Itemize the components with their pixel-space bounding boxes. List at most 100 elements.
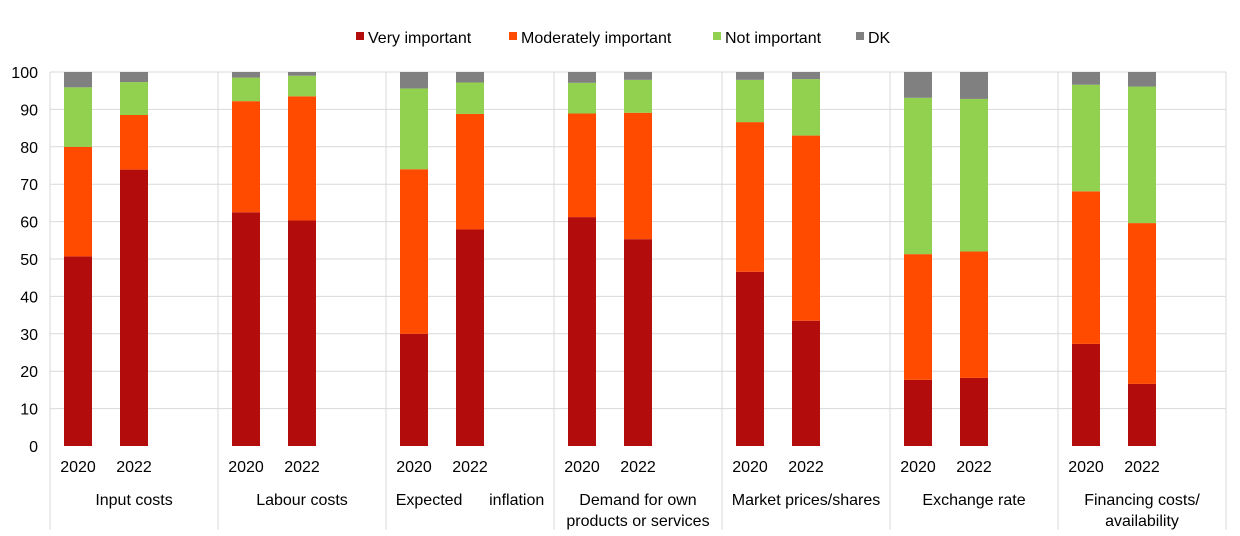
bar-segment-very-important [792, 320, 820, 446]
bar-segment-very-important [288, 220, 316, 446]
y-tick-label: 30 [20, 327, 38, 344]
bar-segment-very-important [736, 271, 764, 446]
bar-segment-very-important [456, 229, 484, 446]
bar-segment-dk [960, 72, 988, 99]
bar-segment-not-important [568, 82, 596, 114]
bar-segment-very-important [1072, 343, 1100, 446]
bar-segment-dk [456, 72, 484, 83]
bar-segment-very-important [960, 377, 988, 446]
bar-segment-moderately-important [64, 146, 92, 257]
bar-segment-not-important [232, 77, 260, 102]
bars [64, 72, 1156, 446]
bar-segment-not-important [736, 79, 764, 123]
x-year-label: 2022 [620, 459, 656, 476]
bar-segment-very-important [64, 256, 92, 446]
legend-label: Moderately important [521, 30, 672, 47]
x-year-label: 2020 [228, 459, 264, 476]
bar-segment-moderately-important [120, 115, 148, 170]
legend-swatch [509, 32, 517, 40]
x-year-label: 2020 [900, 459, 936, 476]
x-category-label: Input costs [95, 492, 172, 509]
x-year-label: 2020 [396, 459, 432, 476]
bar-segment-very-important [232, 212, 260, 446]
bar-segment-not-important [960, 98, 988, 252]
x-year-label: 2022 [1124, 459, 1160, 476]
bar-segment-dk [624, 72, 652, 80]
bar-segment-dk [792, 72, 820, 80]
bar-segment-not-important [792, 79, 820, 136]
x-year-label: 2022 [116, 459, 152, 476]
y-tick-label: 0 [29, 439, 38, 456]
legend-swatch [356, 32, 364, 40]
x-category-label: Exchange rate [922, 492, 1025, 509]
bar-segment-dk [232, 72, 260, 78]
bar-segment-not-important [1128, 86, 1156, 224]
x-axis-labels: 2020 2022 Input costs 2020 2022 Labour costs 2… [60, 459, 1200, 530]
y-tick-label: 10 [20, 402, 38, 419]
bar-segment-dk [568, 72, 596, 83]
bar-segment-very-important [568, 217, 596, 446]
bar-segment-very-important [400, 333, 428, 446]
bar-segment-not-important [904, 97, 932, 255]
bar-segment-moderately-important [568, 113, 596, 218]
bar-segment-dk [400, 72, 428, 89]
x-year-label: 2022 [956, 459, 992, 476]
legend-label: Very important [368, 30, 472, 47]
legend-label: Not important [725, 30, 822, 47]
bar-segment-not-important [64, 87, 92, 147]
bar-segment-dk [736, 72, 764, 80]
legend-swatch [856, 32, 864, 40]
x-year-label: 2022 [788, 459, 824, 476]
legend-swatch [713, 32, 721, 40]
bar-segment-dk [904, 72, 932, 98]
bar-segment-not-important [288, 75, 316, 97]
bar-segment-moderately-important [232, 101, 260, 213]
bar-segment-moderately-important [736, 122, 764, 272]
bar-segment-not-important [1072, 84, 1100, 192]
x-year-label: 2020 [60, 459, 96, 476]
legend-label: DK [868, 30, 891, 47]
x-year-label: 2020 [732, 459, 768, 476]
bar-segment-very-important [904, 379, 932, 446]
bar-segment-moderately-important [624, 112, 652, 240]
x-year-label: 2020 [564, 459, 600, 476]
bar-segment-dk [288, 72, 316, 76]
bar-segment-dk [1072, 72, 1100, 85]
bar-segment-moderately-important [400, 169, 428, 334]
bar-segment-moderately-important [904, 254, 932, 380]
bar-segment-moderately-important [1072, 191, 1100, 344]
y-tick-label: 20 [20, 364, 38, 381]
x-year-label: 2020 [1068, 459, 1104, 476]
x-category-label: Financing costs/ [1084, 492, 1200, 509]
bar-segment-moderately-important [960, 251, 988, 378]
legend: Very important Moderately important Not im… [356, 30, 891, 47]
x-category-label: Demand for own [579, 492, 696, 509]
bar-segment-moderately-important [456, 113, 484, 230]
bar-segment-moderately-important [792, 135, 820, 321]
bar-segment-not-important [120, 82, 148, 116]
x-category-label: availability [1105, 513, 1179, 530]
x-category-label: products or services [566, 513, 709, 530]
y-axis-ticks: 0 10 20 30 40 50 60 70 80 90 100 [11, 65, 38, 456]
x-year-label: 2022 [284, 459, 320, 476]
x-category-label: Labour costs [256, 492, 348, 509]
bar-segment-not-important [456, 82, 484, 114]
y-tick-label: 50 [20, 252, 38, 269]
bar-segment-dk [1128, 72, 1156, 87]
bar-segment-very-important [120, 169, 148, 446]
bar-segment-dk [120, 72, 148, 83]
bar-segment-not-important [624, 79, 652, 113]
y-tick-label: 40 [20, 289, 38, 306]
bar-segment-moderately-important [1128, 223, 1156, 384]
x-category-label: Market prices/shares [732, 492, 881, 509]
x-category-label: Expected inflation [396, 492, 545, 509]
bar-segment-very-important [624, 239, 652, 446]
bar-segment-not-important [400, 88, 428, 170]
y-tick-label: 60 [20, 215, 38, 232]
bar-segment-moderately-important [288, 96, 316, 221]
y-tick-label: 70 [20, 177, 38, 194]
bar-segment-dk [64, 72, 92, 88]
y-tick-label: 90 [20, 102, 38, 119]
x-year-label: 2022 [452, 459, 488, 476]
